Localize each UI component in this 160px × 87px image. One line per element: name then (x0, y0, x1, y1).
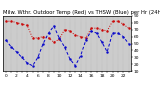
Text: Milw. Wthr. Outdoor Temp (Red) vs THSW (Blue) per Hr (24Hr): Milw. Wthr. Outdoor Temp (Red) vs THSW (… (3, 10, 160, 15)
